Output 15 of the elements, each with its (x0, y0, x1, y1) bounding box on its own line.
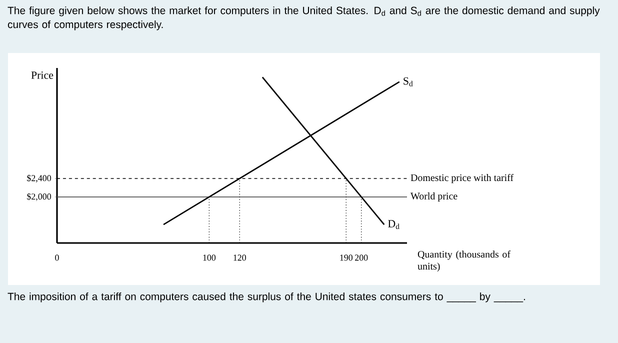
y-axis-title: Price (31, 72, 54, 79)
x-tick-label: 190 (340, 254, 353, 261)
x-tick-label: 100 (203, 254, 216, 261)
x-axis-title: Quantity (thousands of units) (418, 250, 510, 272)
ref-line-label: Domestic price with tariff (410, 174, 514, 184)
x-tick-label: 200 (355, 254, 368, 261)
x-tick-label: 0 (55, 254, 59, 261)
x-tick-label: 120 (234, 254, 246, 261)
chart-title: The figure given below shows the market for computers in the United States. D$_{d}$ and S$_{d}$ are the domestic demand and supply curves of computers respectively. (8, 6, 600, 30)
series-label: S$_{d}$ (404, 77, 413, 86)
ref-line-label: World price (410, 192, 458, 202)
series-label: D$_{d}$ (388, 220, 400, 230)
text: The imposition of a tariff on computers caused the surplus of the United states consumers to _____ by _____. (8, 292, 525, 302)
y-tick-label: $2,400 (27, 174, 52, 182)
y-tick-label: $2,000 (27, 193, 52, 201)
